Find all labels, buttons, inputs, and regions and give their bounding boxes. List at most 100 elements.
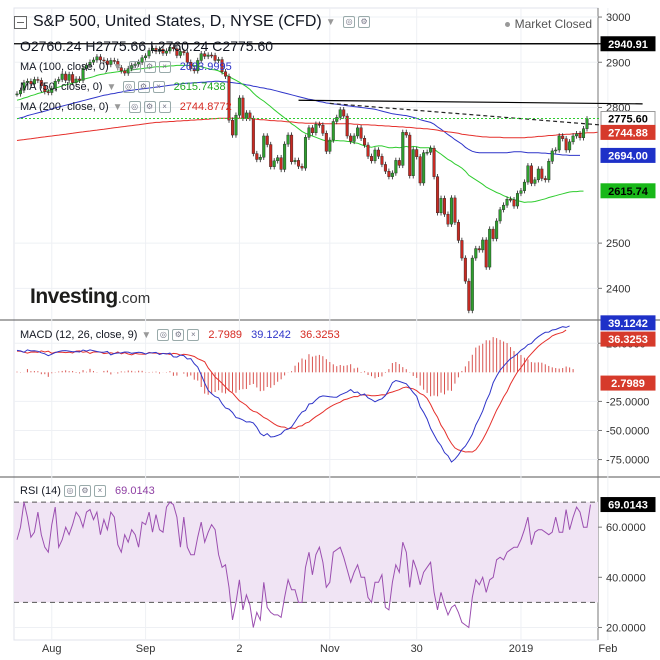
candle-body xyxy=(217,59,221,61)
candle-body xyxy=(50,88,54,93)
price-badge: 2775.60 xyxy=(600,111,656,127)
close-icon[interactable]: × xyxy=(93,485,106,498)
candle-body xyxy=(446,213,450,225)
candle-body xyxy=(175,48,179,56)
candle-body xyxy=(474,248,478,259)
macd-badge: 39.1242 xyxy=(600,315,656,331)
candle-body xyxy=(71,74,75,83)
candle-body xyxy=(488,228,492,268)
chevron-down-icon[interactable]: ▼ xyxy=(325,16,336,28)
candle-body xyxy=(383,164,387,172)
candle-body xyxy=(509,199,513,201)
legend-ma100[interactable]: MA (100, close, 0) ▼ ◎ ⚙ × 2693.9995 xyxy=(20,61,232,74)
y-tick-label: 60.0000 xyxy=(606,522,646,534)
rsi-badge-bg xyxy=(600,497,656,513)
candle-body xyxy=(224,71,228,77)
candle-body xyxy=(251,118,255,154)
close-icon[interactable]: × xyxy=(158,101,171,114)
visibility-icon[interactable]: ◎ xyxy=(128,101,141,114)
settings-icon[interactable]: ⚙ xyxy=(143,61,156,74)
candle-body xyxy=(262,135,266,158)
candle-body xyxy=(237,97,241,116)
candle-body xyxy=(43,85,47,92)
candle-body xyxy=(290,134,294,162)
candle-body xyxy=(133,63,137,66)
settings-icon[interactable]: ⚙ xyxy=(78,485,91,498)
candle-body xyxy=(102,59,106,62)
macd-badge: 36.3253 xyxy=(600,331,656,347)
legend-rsi[interactable]: RSI (14) ◎ ⚙ × 69.0143 xyxy=(20,485,155,498)
candle-body xyxy=(178,51,182,56)
macd-badge-text: 39.1242 xyxy=(608,318,648,330)
legend-ma50[interactable]: MA (50, close, 0) ▼ ◎ ⚙ × 2615.7438 xyxy=(20,81,226,94)
settings-icon[interactable]: ⚙ xyxy=(358,16,371,28)
candle-body xyxy=(78,78,82,81)
settings-icon[interactable]: ⚙ xyxy=(172,329,185,342)
candle-body xyxy=(297,160,301,167)
ma200-line xyxy=(16,117,598,141)
rsi-band xyxy=(14,502,598,603)
minimize-icon[interactable] xyxy=(14,15,27,29)
candle-body xyxy=(88,62,92,66)
price-badge-bg xyxy=(600,147,656,163)
candle-body xyxy=(307,127,311,138)
close-icon[interactable]: × xyxy=(152,81,165,94)
market-status: Market Closed xyxy=(504,17,592,31)
macd-badge-bg xyxy=(600,375,656,391)
ma100-label: MA (100, close, 0) xyxy=(20,61,109,73)
settings-icon[interactable]: ⚙ xyxy=(143,101,156,114)
close-icon[interactable]: × xyxy=(158,61,171,74)
visibility-icon[interactable]: ◎ xyxy=(63,485,76,498)
candle-body xyxy=(185,52,189,63)
candle-body xyxy=(345,115,349,137)
candle-body xyxy=(206,54,210,57)
low-value: L2760.24 xyxy=(150,38,209,54)
x-tick-label: Nov xyxy=(320,643,340,655)
visibility-icon[interactable]: ◎ xyxy=(122,81,135,94)
chevron-down-icon[interactable]: ▼ xyxy=(112,62,123,73)
candle-body xyxy=(477,248,481,251)
candle-body xyxy=(390,172,394,177)
candle-body xyxy=(25,81,29,83)
candle-body xyxy=(505,199,509,206)
logo-suffix: .com xyxy=(117,290,151,307)
close-icon[interactable]: × xyxy=(187,329,200,342)
candle-body xyxy=(578,133,582,138)
visibility-icon[interactable]: ◎ xyxy=(128,61,141,74)
visibility-icon[interactable]: ◎ xyxy=(157,329,170,342)
candle-body xyxy=(547,161,551,181)
ma50-value: 2615.7438 xyxy=(173,81,226,93)
candle-body xyxy=(498,209,502,222)
candle-body xyxy=(568,141,572,151)
visibility-icon[interactable]: ◎ xyxy=(343,16,356,28)
candle-body xyxy=(484,239,488,268)
candle-body xyxy=(255,153,259,160)
y-tick-label: -75.0000 xyxy=(606,455,649,467)
chevron-down-icon[interactable]: ▼ xyxy=(106,82,117,93)
candle-body xyxy=(564,138,568,151)
y-tick-label: 3000 xyxy=(606,12,630,24)
price-badge: 2694.00 xyxy=(600,147,656,163)
legend-macd[interactable]: MACD (12, 26, close, 9) ▼ ◎ ⚙ × 2.7989 39.1… xyxy=(20,329,340,342)
price-badge: 2940.91 xyxy=(600,36,656,52)
candle-body xyxy=(283,143,287,170)
candle-body xyxy=(199,53,203,61)
candle-body xyxy=(265,135,269,145)
candle-body xyxy=(359,127,363,139)
candle-body xyxy=(401,132,405,166)
candle-body xyxy=(29,81,33,85)
chevron-down-icon[interactable]: ▼ xyxy=(141,330,152,341)
candle-body xyxy=(463,257,467,282)
chevron-down-icon[interactable]: ▼ xyxy=(112,102,123,113)
candle-body xyxy=(582,128,586,138)
candle-body xyxy=(74,78,78,83)
price-badge-bg xyxy=(600,124,656,140)
legend-ma200[interactable]: MA (200, close, 0) ▼ ◎ ⚙ × 2744.8772 xyxy=(20,101,232,114)
candle-body xyxy=(258,157,262,160)
macd-label: MACD (12, 26, close, 9) xyxy=(20,329,138,341)
candle-body xyxy=(244,112,248,119)
high-value: H2775.66 xyxy=(85,38,147,54)
y-tick-label: 2900 xyxy=(606,57,630,69)
settings-icon[interactable]: ⚙ xyxy=(137,81,150,94)
